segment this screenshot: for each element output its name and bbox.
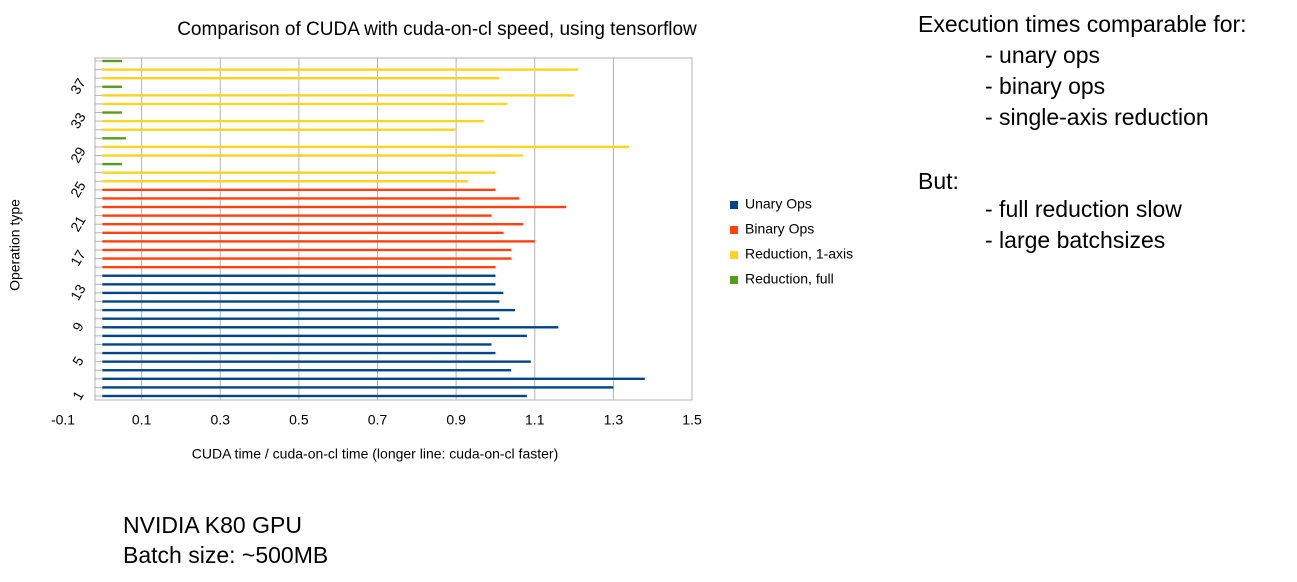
y-axis-label: Operation type bbox=[7, 199, 23, 291]
bar bbox=[102, 76, 500, 80]
x-axis-label: CUDA time / cuda-on-cl time (longer line… bbox=[192, 446, 558, 462]
notes-heading: But: bbox=[918, 168, 959, 194]
legend-swatch bbox=[730, 276, 738, 284]
bar bbox=[102, 188, 496, 192]
y-tick-label: 37 bbox=[67, 75, 89, 97]
bar bbox=[102, 317, 500, 320]
bar bbox=[102, 128, 457, 131]
bar bbox=[102, 386, 614, 389]
note-item: - single-axis reduction bbox=[985, 104, 1209, 130]
chart-title: Comparison of CUDA with cuda-on-cl speed… bbox=[177, 19, 697, 40]
x-tick-label: 1.5 bbox=[682, 412, 702, 428]
bar bbox=[102, 197, 520, 200]
bar bbox=[102, 223, 523, 226]
x-tick-label: 0.5 bbox=[289, 412, 309, 428]
note-item: - binary ops bbox=[985, 73, 1105, 99]
footer-text: Batch size: ~500MB bbox=[123, 542, 328, 568]
y-tick-label: 33 bbox=[67, 110, 89, 132]
bar bbox=[102, 248, 512, 252]
legend-label: Reduction, 1-axis bbox=[745, 246, 853, 262]
bar bbox=[102, 308, 516, 312]
x-tick-label: -0.1 bbox=[51, 412, 75, 428]
bar bbox=[102, 377, 645, 381]
y-tick-label: 21 bbox=[67, 213, 89, 235]
bar bbox=[102, 369, 512, 372]
bar bbox=[102, 283, 496, 286]
bar bbox=[102, 240, 535, 243]
legend-swatch bbox=[730, 226, 738, 234]
bar bbox=[102, 351, 496, 355]
bar bbox=[102, 111, 122, 114]
legend-swatch bbox=[730, 201, 738, 209]
x-tick-label: 0.7 bbox=[368, 412, 388, 428]
y-tick-label: 17 bbox=[67, 247, 89, 269]
legend-label: Reduction, full bbox=[745, 271, 834, 287]
bar bbox=[102, 94, 575, 97]
bar bbox=[102, 162, 122, 166]
bar bbox=[102, 343, 492, 346]
x-tick-label: 1.1 bbox=[525, 412, 545, 428]
x-tick-label: 0.1 bbox=[132, 412, 152, 428]
x-tick-label: 0.9 bbox=[446, 412, 466, 428]
bar bbox=[102, 257, 512, 260]
bar bbox=[102, 265, 496, 269]
y-tick-label: 29 bbox=[67, 144, 89, 166]
legend-label: Binary Ops bbox=[745, 221, 814, 237]
bar bbox=[102, 119, 484, 123]
bar bbox=[102, 137, 126, 140]
y-tick-label: 25 bbox=[67, 178, 89, 200]
y-tick-label: 9 bbox=[69, 319, 87, 334]
notes-heading: Execution times comparable for: bbox=[918, 11, 1247, 37]
bar bbox=[102, 180, 468, 183]
plot-frame bbox=[94, 57, 693, 401]
bar bbox=[102, 59, 122, 63]
note-item: - large batchsizes bbox=[985, 227, 1165, 253]
bar bbox=[102, 334, 527, 338]
bar bbox=[102, 214, 492, 217]
bar bbox=[102, 231, 504, 234]
bar bbox=[102, 274, 496, 277]
bar bbox=[102, 171, 496, 174]
bar bbox=[102, 394, 527, 398]
y-tick-label: 13 bbox=[67, 281, 89, 303]
bar bbox=[102, 85, 122, 88]
bar bbox=[102, 205, 567, 209]
bar bbox=[102, 291, 504, 295]
y-tick-label: 1 bbox=[69, 388, 87, 403]
x-tick-label: 1.3 bbox=[604, 412, 624, 428]
bar bbox=[102, 326, 559, 329]
bar bbox=[102, 145, 630, 149]
footer-text: NVIDIA K80 GPU bbox=[123, 512, 302, 538]
bar bbox=[102, 68, 578, 71]
bar bbox=[102, 300, 500, 303]
x-tick-label: 0.3 bbox=[211, 412, 231, 428]
note-item: - full reduction slow bbox=[985, 196, 1182, 222]
bar bbox=[102, 154, 523, 157]
y-tick-label: 5 bbox=[69, 353, 87, 368]
note-item: - unary ops bbox=[985, 42, 1100, 68]
legend-swatch bbox=[730, 251, 738, 259]
legend-label: Unary Ops bbox=[745, 196, 812, 212]
bar bbox=[102, 102, 508, 106]
bar bbox=[102, 360, 531, 363]
